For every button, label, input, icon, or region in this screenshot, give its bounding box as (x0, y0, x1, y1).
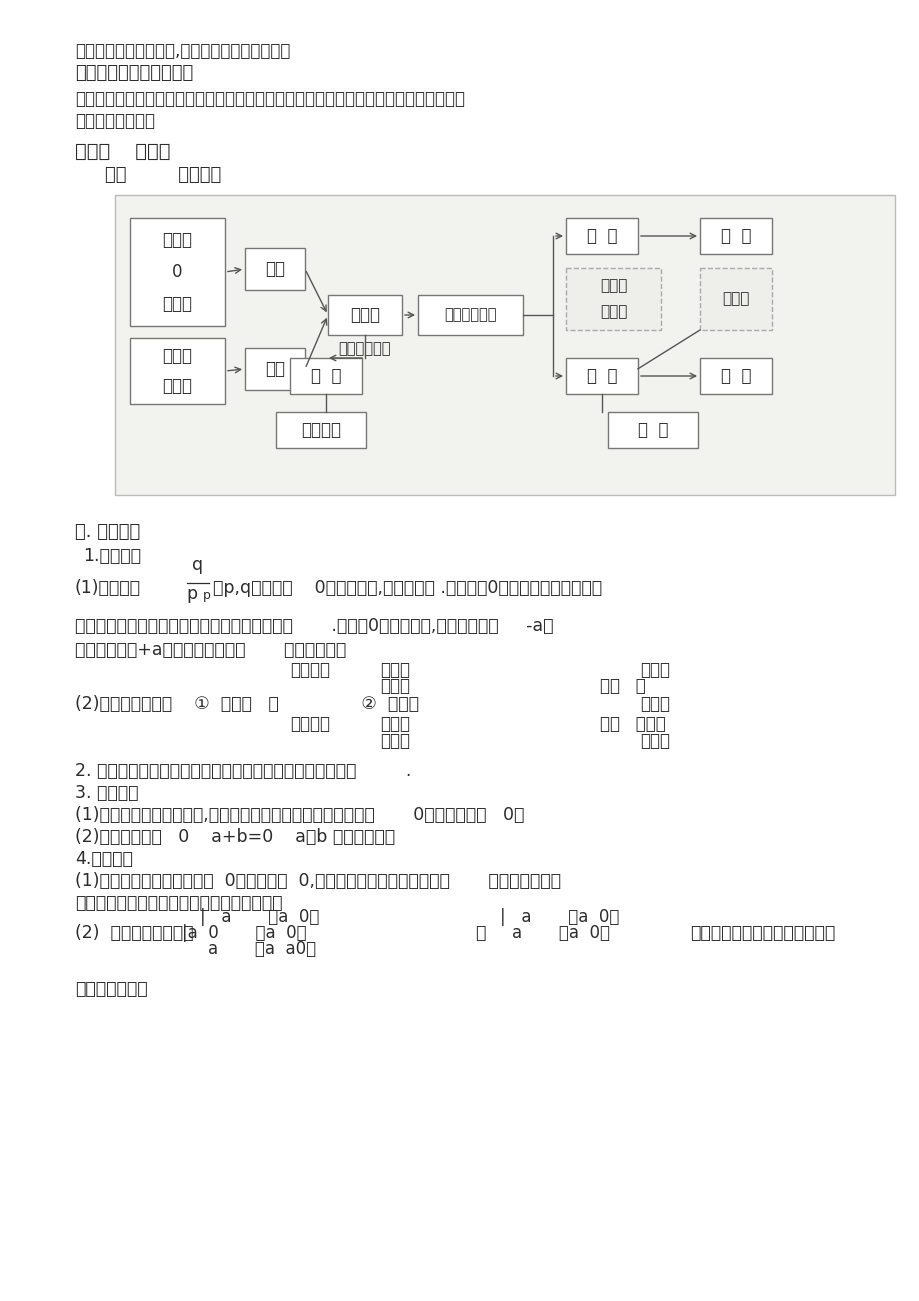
Text: (2)相反数的和为   0    a+b=0    a、b 互为相反数．: (2)相反数的和为 0 a+b=0 a、b 互为相反数． (75, 827, 394, 846)
Text: 有理数的运算: 有理数的运算 (444, 307, 496, 323)
Text: 四个章节的内容．: 四个章节的内容． (75, 112, 154, 130)
FancyBboxPatch shape (289, 358, 361, 394)
Text: 0: 0 (172, 263, 183, 281)
Text: 分数、负分数统称分数；整数和分数统称有理数       .留意：0即不是正数,也不是负数；     -a不: 分数、负分数统称分数；整数和分数统称有理数 .留意：0即不是正数,也不是负数； … (75, 617, 553, 635)
Text: p: p (187, 585, 198, 602)
Text: 或: 或 (474, 924, 485, 942)
Text: ；肯定值的问题常常分类争论；: ；肯定值的问题常常分类争论； (689, 924, 834, 942)
FancyBboxPatch shape (244, 347, 305, 390)
Text: 3. 相反数：: 3. 相反数： (75, 785, 139, 801)
Text: 正分数: 正分数 (163, 347, 192, 366)
Text: (1)只有符号不同的两个数,我们说其中一个是另一个的相反数；       0的相反数仍是   0；: (1)只有符号不同的两个数,我们说其中一个是另一个的相反数； 0的相反数仍是 0… (75, 807, 524, 824)
FancyBboxPatch shape (130, 219, 225, 327)
FancyBboxPatch shape (565, 219, 637, 254)
Text: 此文档仅供收集于网络,如有侵权请联系网站删除: 此文档仅供收集于网络,如有侵权请联系网站删除 (75, 42, 290, 60)
Text: 2. 数轴：数轴是规定了原点、正方向、单位长度的一条直线         .: 2. 数轴：数轴是规定了原点、正方向、单位长度的一条直线 . (75, 762, 411, 781)
FancyBboxPatch shape (699, 358, 771, 394)
Text: 只供学习与沟通: 只供学习与沟通 (75, 980, 147, 998)
Text: a       （a  0）: a （a 0） (512, 924, 609, 942)
FancyBboxPatch shape (565, 268, 660, 330)
FancyBboxPatch shape (244, 248, 305, 290)
Text: （p,q为整数且    0）形式的数,都是有理数 .正整数、0、负整数统称整数；正: （p,q为整数且 0）形式的数,都是有理数 .正整数、0、负整数统称整数；正 (213, 579, 601, 597)
Text: 减  法: 减 法 (720, 226, 751, 245)
Text: (1)正数的肯定值是其本身，  0的肯定值是  0,负数的肯定值是它的相反数；       留意：肯定值的: (1)正数的肯定值是其本身， 0的肯定值是 0,负数的肯定值是它的相反数； 留意… (75, 872, 561, 890)
Text: 负整数: 负整数 (163, 295, 192, 314)
Text: 有理数: 有理数 (349, 306, 380, 324)
Text: 负分数: 负分数 (640, 732, 669, 749)
FancyBboxPatch shape (417, 295, 522, 334)
Text: 负整数: 负整数 (640, 695, 669, 713)
FancyBboxPatch shape (565, 358, 637, 394)
Text: |   a       （a  0）: | a （a 0） (499, 908, 618, 926)
Text: 乘  法: 乘 法 (586, 367, 617, 385)
FancyBboxPatch shape (699, 268, 771, 330)
Text: 交换律: 交换律 (599, 278, 627, 294)
Text: |a  0       （a  0）: |a 0 （a 0） (182, 924, 306, 942)
Text: 分数: 分数 (265, 360, 285, 379)
Text: 正有理数: 正有理数 (289, 661, 330, 679)
Text: a       （a  a0）: a （a a0） (208, 941, 316, 958)
Text: (2)  肯定值可表示为：: (2) 肯定值可表示为： (75, 924, 193, 942)
FancyBboxPatch shape (607, 412, 698, 448)
Text: 数  轴: 数 轴 (311, 367, 341, 385)
Text: 除  法: 除 法 (720, 367, 751, 385)
FancyBboxPatch shape (276, 412, 366, 448)
Text: 正整数: 正整数 (640, 661, 669, 679)
Text: 分数   正分数: 分数 正分数 (599, 716, 665, 732)
Text: (1)凡能写成: (1)凡能写成 (75, 579, 141, 597)
Text: 负分数: 负分数 (163, 377, 192, 396)
Text: 第一章    有理数: 第一章 有理数 (75, 142, 170, 161)
Text: 负分数: 负分数 (380, 732, 410, 749)
Text: |   a       （a  0）: | a （a 0） (199, 908, 319, 926)
Text: 七年级数学（上）学问点: 七年级数学（上）学问点 (75, 64, 193, 82)
Text: 分配律: 分配律 (721, 291, 749, 307)
Text: p: p (203, 589, 210, 602)
Text: 肯定是负数，+a也不肯定是正数；       不是有理数；: 肯定是负数，+a也不肯定是正数； 不是有理数； (75, 641, 346, 660)
Text: 点与数的对应: 点与数的对应 (338, 341, 391, 356)
Text: 乘  方: 乘 方 (637, 422, 667, 438)
Text: 4.肯定值：: 4.肯定值： (75, 850, 132, 868)
Text: 负有理数: 负有理数 (289, 716, 330, 732)
Text: 整数: 整数 (265, 260, 285, 278)
FancyBboxPatch shape (699, 219, 771, 254)
Text: 加  法: 加 法 (586, 226, 617, 245)
Text: 正分数: 正分数 (380, 677, 410, 695)
Text: 正整数: 正整数 (380, 661, 410, 679)
Text: 正整数: 正整数 (163, 232, 192, 248)
Text: 负整数: 负整数 (380, 716, 410, 732)
Text: 意义是数轴上表示某数的点离开原点的距离；: 意义是数轴上表示某数的点离开原点的距离； (75, 894, 282, 912)
Text: 比较大小: 比较大小 (301, 422, 341, 438)
Text: q: q (192, 556, 203, 574)
Text: (2)有理数的分类：    ①  有理数   零               ②  有理数: (2)有理数的分类： ① 有理数 零 ② 有理数 (75, 695, 418, 713)
Text: 一．         学问框架: 一． 学问框架 (105, 167, 221, 183)
FancyBboxPatch shape (328, 295, 402, 334)
Text: 1.有理数：: 1.有理数： (83, 546, 141, 565)
FancyBboxPatch shape (130, 338, 225, 405)
Text: 整数   零: 整数 零 (599, 677, 645, 695)
Text: 结合律: 结合律 (599, 304, 627, 320)
Text: 人教版七年级数学上册主要包含了有理数、整式的加减、一元一次方程、图形的熟识初步: 人教版七年级数学上册主要包含了有理数、整式的加减、一元一次方程、图形的熟识初步 (75, 90, 464, 108)
FancyBboxPatch shape (115, 195, 894, 494)
Text: 二. 学问概念: 二. 学问概念 (75, 523, 140, 541)
